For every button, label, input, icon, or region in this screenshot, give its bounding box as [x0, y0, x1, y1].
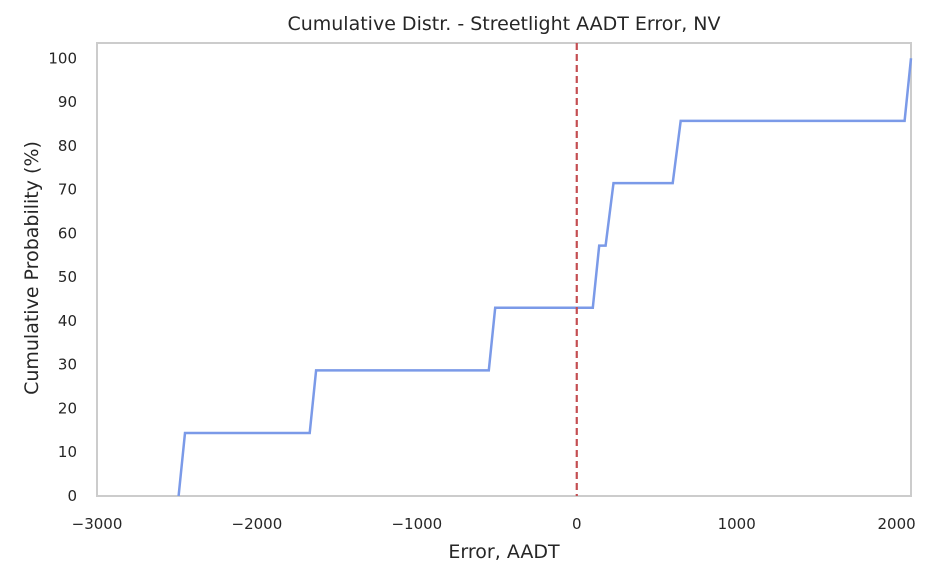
y-tick-label: 40 [58, 312, 77, 330]
x-tick-labels: −3000 −2000 −1000 0 1000 2000 [72, 515, 916, 533]
x-tick-label: −3000 [72, 515, 123, 533]
y-tick-label: 60 [58, 224, 77, 242]
y-tick-label: 50 [58, 268, 77, 286]
y-tick-label: 80 [58, 137, 77, 155]
y-tick-label: 100 [48, 49, 77, 67]
plot-frame [96, 42, 912, 497]
y-tick-labels: 0 10 20 30 40 50 60 70 80 90 100 [48, 49, 77, 505]
y-tick-label: 20 [58, 399, 77, 417]
y-tick-label: 30 [58, 356, 77, 374]
plot-area [96, 42, 913, 497]
chart-title: Cumulative Distr. - Streetlight AADT Err… [287, 13, 720, 35]
series-line [177, 58, 913, 497]
x-tick-label: −2000 [232, 515, 283, 533]
x-tick-label: 2000 [878, 515, 916, 533]
x-tick-label: 0 [572, 515, 582, 533]
x-tick-label: −1000 [391, 515, 442, 533]
x-tick-label: 1000 [718, 515, 756, 533]
x-axis-label: Error, AADT [448, 541, 560, 563]
y-tick-label: 10 [58, 443, 77, 461]
y-tick-label: 70 [58, 181, 77, 199]
y-tick-label: 90 [58, 93, 77, 111]
y-tick-label: 0 [67, 487, 77, 505]
y-axis-label: Cumulative Probability (%) [21, 141, 43, 395]
